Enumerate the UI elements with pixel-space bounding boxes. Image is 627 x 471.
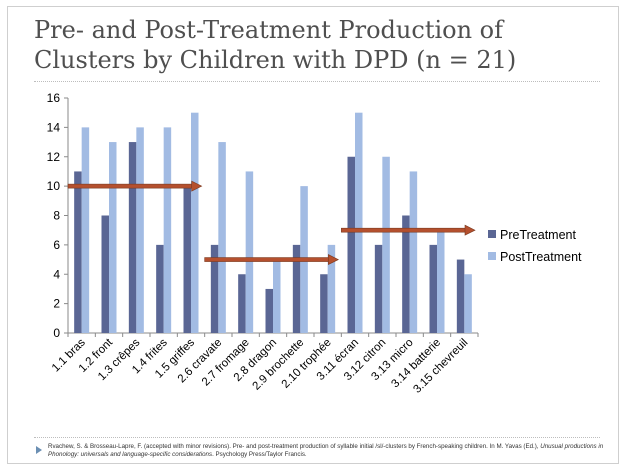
pretreatment-bar (128, 142, 137, 333)
posttreatment-bar (218, 142, 226, 333)
y-tick-label: 16 (47, 91, 61, 105)
y-tick-label: 12 (47, 150, 61, 164)
citation-italic-title: Unusual productions in Phonology: univer… (48, 443, 604, 458)
threshold-arrow-head (328, 254, 340, 266)
posttreatment-bar (464, 274, 472, 333)
slide-title: Pre- and Post-Treatment Production of Cl… (34, 16, 517, 74)
posttreatment-bar (355, 112, 363, 333)
posttreatment-bar (136, 127, 144, 333)
y-tick-label: 6 (53, 238, 60, 252)
y-tick-label: 4 (53, 267, 60, 281)
pretreatment-bar (101, 215, 109, 333)
threshold-arrow-shaft (341, 227, 468, 233)
threshold-arrow-head (191, 180, 203, 192)
pretreatment-bar (429, 244, 437, 333)
pretreatment-bar (402, 215, 410, 333)
posttreatment-bar (191, 112, 199, 333)
legend-swatch (488, 230, 496, 238)
title-divider (34, 81, 600, 82)
pretreatment-bar (456, 259, 465, 333)
pretreatment-bar (156, 244, 164, 333)
threshold-arrow-shaft (67, 183, 194, 189)
threshold-arrow-head (464, 224, 476, 236)
threshold-arrow-shaft (204, 257, 331, 262)
pretreatment-bar (374, 244, 383, 333)
posttreatment-bar (437, 230, 445, 333)
posttreatment-bar (163, 127, 172, 333)
legend-swatch (488, 252, 496, 260)
pretreatment-bar (292, 244, 301, 333)
pretreatment-bar (265, 288, 273, 333)
posttreatment-bar (382, 156, 390, 333)
pretreatment-bar (210, 244, 219, 333)
posttreatment-bar (109, 142, 117, 333)
pretreatment-bar (320, 274, 328, 333)
posttreatment-bar (327, 244, 336, 333)
citation-footer: Rvachew, S. & Brosseau-Lapre, F. (accept… (48, 443, 608, 459)
legend-label: PostTreatment (500, 250, 582, 264)
posttreatment-bar (273, 259, 281, 333)
footer-divider (34, 437, 600, 438)
pretreatment-bar (74, 171, 82, 333)
pretreatment-bar (238, 274, 246, 333)
y-tick-label: 2 (53, 297, 60, 311)
citation-text: Rvachew, S. & Brosseau-Lapre, F. (accept… (48, 443, 541, 450)
pretreatment-bar (183, 186, 191, 333)
y-tick-label: 14 (47, 120, 61, 134)
posttreatment-bar (245, 171, 254, 333)
y-tick-label: 10 (47, 179, 61, 193)
y-tick-label: 8 (53, 209, 60, 223)
y-tick-label: 0 (53, 326, 60, 340)
citation-publisher: . Psychology Press/Taylor Francis. (212, 451, 307, 458)
legend-label: PreTreatment (500, 228, 576, 242)
posttreatment-bar (81, 127, 90, 333)
footer-bullet-icon (36, 446, 42, 454)
pretreatment-bar (347, 156, 355, 333)
posttreatment-bar (409, 171, 418, 333)
